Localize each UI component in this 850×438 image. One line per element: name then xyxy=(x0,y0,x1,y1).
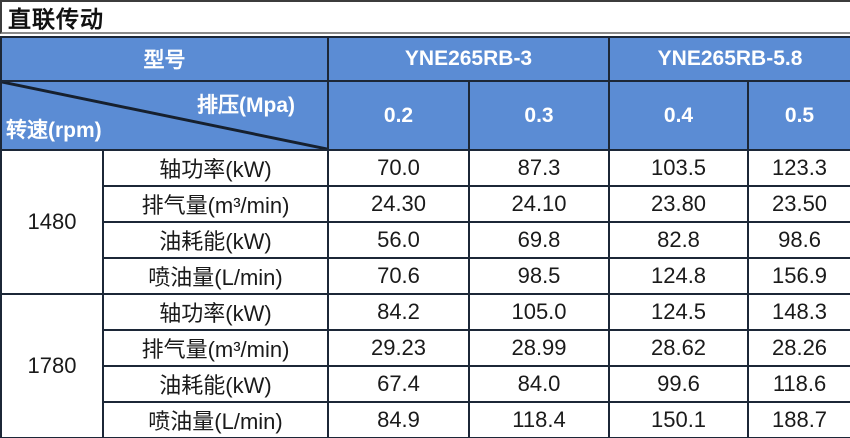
param-cell: 排气量(m³/min) xyxy=(102,329,329,367)
value-cell: 124.8 xyxy=(608,257,750,295)
param-cell: 轴功率(kW) xyxy=(102,149,329,187)
pressure-value-cell: 0.5 xyxy=(747,80,850,151)
value-cell: 87.3 xyxy=(467,149,611,187)
param-cell: 轴功率(kW) xyxy=(102,293,329,331)
diagonal-divider-line xyxy=(3,83,326,148)
diagonal-header-cell: 排压(Mpa) 转速(rpm) xyxy=(0,80,329,151)
value-cell: 118.4 xyxy=(467,401,611,438)
table-row: 油耗能(kW) 56.0 69.8 82.8 98.6 xyxy=(1,221,850,259)
param-cell: 喷油量(L/min) xyxy=(102,401,329,438)
table-row: 排气量(m³/min) 24.30 24.10 23.80 23.50 xyxy=(1,185,850,223)
value-cell: 23.80 xyxy=(608,185,750,223)
table-row: 喷油量(L/min) 70.6 98.5 124.8 156.9 xyxy=(1,257,850,295)
value-cell: 84.2 xyxy=(327,293,470,331)
value-cell: 24.30 xyxy=(327,185,470,223)
value-cell: 28.26 xyxy=(747,329,850,367)
value-cell: 28.62 xyxy=(608,329,750,367)
value-cell: 103.5 xyxy=(608,149,750,187)
section-title: 直联传动 xyxy=(8,6,104,32)
pressure-value-cell: 0.4 xyxy=(608,80,750,151)
speed-cell-1480: 1480 xyxy=(0,149,104,295)
value-cell: 98.6 xyxy=(747,221,850,259)
value-cell: 118.6 xyxy=(747,365,850,403)
value-cell: 23.50 xyxy=(747,185,850,223)
section-title-bar: 直联传动 xyxy=(0,0,850,34)
value-cell: 123.3 xyxy=(747,149,850,187)
value-cell: 56.0 xyxy=(327,221,470,259)
value-cell: 98.5 xyxy=(467,257,611,295)
value-cell: 29.23 xyxy=(327,329,470,367)
value-cell: 105.0 xyxy=(467,293,611,331)
value-cell: 70.0 xyxy=(327,149,470,187)
table-row: 1480 轴功率(kW) 70.0 87.3 103.5 123.3 xyxy=(0,149,850,295)
pressure-value-cell: 0.3 xyxy=(467,80,611,151)
value-cell: 84.0 xyxy=(467,365,611,403)
value-cell: 148.3 xyxy=(747,293,850,331)
value-cell: 69.8 xyxy=(467,221,611,259)
table-row: 排气量(m³/min) 29.23 28.99 28.62 28.26 xyxy=(1,329,850,367)
value-cell: 67.4 xyxy=(327,365,470,403)
param-cell: 油耗能(kW) xyxy=(102,365,329,403)
table-row: 1780 轴功率(kW) 84.2 105.0 124.5 148.3 xyxy=(0,293,850,438)
value-cell: 84.9 xyxy=(327,401,470,438)
pressure-value-cell: 0.2 xyxy=(327,80,470,151)
value-cell: 124.5 xyxy=(608,293,750,331)
model-header-cell: 型号 xyxy=(0,36,329,82)
table-row: 喷油量(L/min) 84.9 118.4 150.1 188.7 xyxy=(1,401,850,438)
value-cell: 156.9 xyxy=(747,257,850,295)
speed-axis-label: 转速(rpm) xyxy=(6,119,102,142)
value-cell: 70.6 xyxy=(327,257,470,295)
model-name-cell: YNE265RB-3 xyxy=(326,36,611,82)
model-header-row: 型号 YNE265RB-3 YNE265RB-5.8 xyxy=(0,36,850,82)
speed-cell-1780: 1780 xyxy=(0,293,104,438)
table-row: 油耗能(kW) 67.4 84.0 99.6 118.6 xyxy=(1,365,850,403)
value-cell: 150.1 xyxy=(608,401,750,438)
value-cell: 28.99 xyxy=(467,329,611,367)
param-cell: 排气量(m³/min) xyxy=(102,185,329,223)
pressure-axis-label: 排压(Mpa) xyxy=(197,94,295,117)
value-cell: 24.10 xyxy=(467,185,611,223)
value-cell: 188.7 xyxy=(747,401,850,438)
model-name-cell: YNE265RB-5.8 xyxy=(608,36,850,82)
pressure-header-row: 排压(Mpa) 转速(rpm) 0.2 0.3 0.4 0.5 xyxy=(0,80,850,151)
value-cell: 99.6 xyxy=(608,365,750,403)
param-cell: 油耗能(kW) xyxy=(102,221,329,259)
spec-table: 型号 YNE265RB-3 YNE265RB-5.8 排压(Mpa) 转速(rp… xyxy=(0,36,850,438)
param-cell: 喷油量(L/min) xyxy=(102,257,329,295)
value-cell: 82.8 xyxy=(608,221,750,259)
